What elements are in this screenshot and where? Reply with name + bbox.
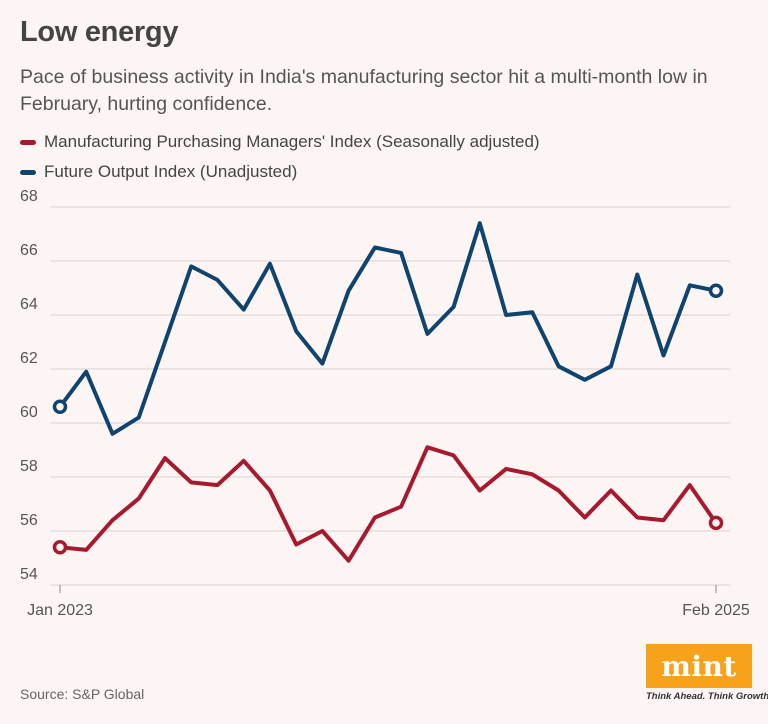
y-tick-label-58: 58: [20, 458, 38, 475]
y-tick-label-62: 62: [20, 350, 38, 367]
source-note: Source: S&P Global: [20, 686, 145, 702]
mint-logo: mint Think Ahead. Think Growth.: [646, 644, 768, 704]
y-tick-label-54: 54: [20, 566, 38, 583]
line-chart: 54 56 58 60 62 64 66 68 Jan 2023 Feb 2025: [20, 190, 750, 619]
y-tick-label-56: 56: [20, 512, 38, 529]
y-tick-label-60: 60: [20, 404, 38, 421]
legend-label-future-output: Future Output Index (Unadjusted): [44, 162, 298, 181]
y-tick-label-66: 66: [20, 242, 38, 259]
legend-label-pmi: Manufacturing Purchasing Managers' Index…: [44, 132, 540, 151]
legend-item-pmi: Manufacturing Purchasing Managers' Index…: [20, 130, 540, 154]
chart-subtitle: Pace of business activity in India's man…: [20, 66, 708, 115]
legend-swatch-future-output: [20, 169, 36, 175]
y-tick-label-64: 64: [20, 296, 38, 313]
series-0-endpoint-25: [708, 515, 724, 531]
legend-item-future-output: Future Output Index (Unadjusted): [20, 160, 540, 184]
series-1-endpoint-0: [52, 399, 68, 415]
series-line-0: [58, 445, 718, 563]
x-tick-label-0: Jan 2023: [27, 602, 93, 619]
x-tick-label-1: Feb 2025: [682, 602, 750, 619]
y-tick-label-68: 68: [20, 190, 38, 205]
legend-swatch-pmi: [20, 139, 36, 145]
series-line-1: [58, 221, 718, 436]
mint-logo-tagline: Think Ahead. Think Growth.: [646, 691, 768, 702]
series-0-endpoint-0: [52, 539, 68, 555]
series-1-endpoint-25: [708, 283, 724, 298]
chart-title: Low energy: [20, 16, 179, 48]
mint-logo-box: mint: [646, 644, 752, 688]
legend: Manufacturing Purchasing Managers' Index…: [20, 130, 540, 190]
